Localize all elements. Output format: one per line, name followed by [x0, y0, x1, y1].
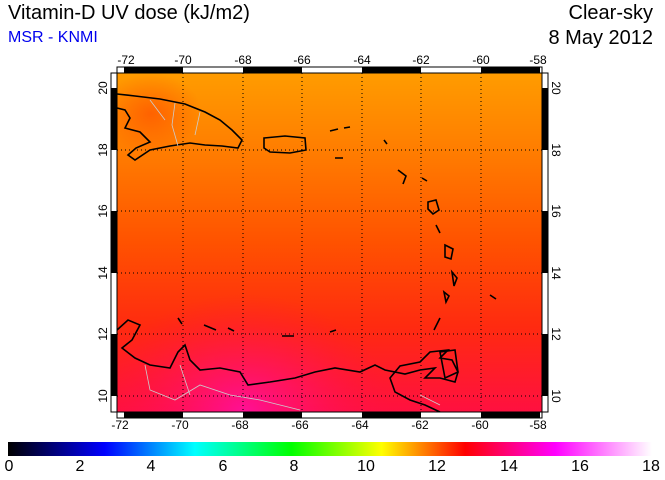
- colorbar-tick: 12: [428, 458, 446, 475]
- lon-label: -58: [529, 53, 547, 67]
- borders: [144, 99, 441, 411]
- south-america-coast: [116, 319, 459, 413]
- lat-label: 20: [549, 81, 563, 95]
- map-title: Vitamin-D UV dose (kJ/m2): [8, 2, 250, 24]
- hispaniola-coast: [116, 93, 243, 161]
- lon-label: -58: [529, 418, 547, 432]
- lat-label: 10: [549, 389, 563, 403]
- lat-label: 10: [96, 389, 110, 403]
- colorbar-tick: 18: [642, 458, 660, 475]
- sky-condition: Clear-sky: [568, 2, 653, 24]
- virgin-islands: [329, 126, 351, 159]
- map-date: 8 May 2012: [548, 27, 653, 49]
- source-label: MSR - KNMI: [8, 29, 98, 46]
- lat-label: 16: [549, 204, 563, 218]
- uv-field: [117, 73, 542, 412]
- colorbar-tick: 10: [357, 458, 375, 475]
- lon-labels-top: -72 -70 -68 -66 -64 -62 -60 -58: [117, 53, 547, 67]
- map-frame: [110, 66, 549, 419]
- colorbar-tick: 8: [289, 458, 299, 475]
- lat-labels-right: 20 18 16 14 12 10: [549, 81, 563, 403]
- colorbar-tick: 6: [218, 458, 228, 475]
- lon-label: -70: [171, 418, 189, 432]
- lon-label: -62: [411, 418, 429, 432]
- lat-label: 16: [96, 204, 110, 218]
- lat-label: 12: [96, 327, 110, 341]
- lon-label: -70: [174, 53, 192, 67]
- coastlines: [116, 93, 497, 413]
- trinidad: [439, 349, 459, 380]
- lon-label: -60: [472, 53, 490, 67]
- lon-label: -68: [231, 418, 249, 432]
- lon-label: -72: [111, 418, 129, 432]
- colorbar: [8, 442, 652, 456]
- colorbar-tick: 14: [500, 458, 518, 475]
- lon-label: -68: [234, 53, 252, 67]
- colorbar-tick: 4: [146, 458, 156, 475]
- lat-labels-left: 20 18 16 14 12 10: [96, 81, 110, 403]
- colorbar-tick: 16: [571, 458, 589, 475]
- colorbar-tick: 0: [4, 458, 14, 475]
- puerto-rico-coast: [263, 135, 307, 154]
- lon-label: -64: [353, 53, 371, 67]
- lon-label: -66: [291, 418, 309, 432]
- lesser-antilles: [383, 139, 497, 331]
- lon-labels-bottom: -72 -70 -68 -66 -64 -62 -60 -58: [111, 418, 547, 432]
- lon-label: -60: [471, 418, 489, 432]
- abc-islands: [177, 317, 337, 337]
- graticule: [117, 73, 542, 412]
- lon-label: -72: [117, 53, 135, 67]
- lat-label: 14: [96, 266, 110, 280]
- colorbar-tick: 2: [75, 458, 85, 475]
- lat-label: 20: [96, 81, 110, 95]
- lon-label: -62: [412, 53, 430, 67]
- lat-label: 18: [96, 143, 110, 157]
- lat-label: 14: [549, 266, 563, 280]
- lat-label: 12: [549, 327, 563, 341]
- lon-label: -64: [351, 418, 369, 432]
- lat-label: 18: [549, 143, 563, 157]
- lon-label: -66: [293, 53, 311, 67]
